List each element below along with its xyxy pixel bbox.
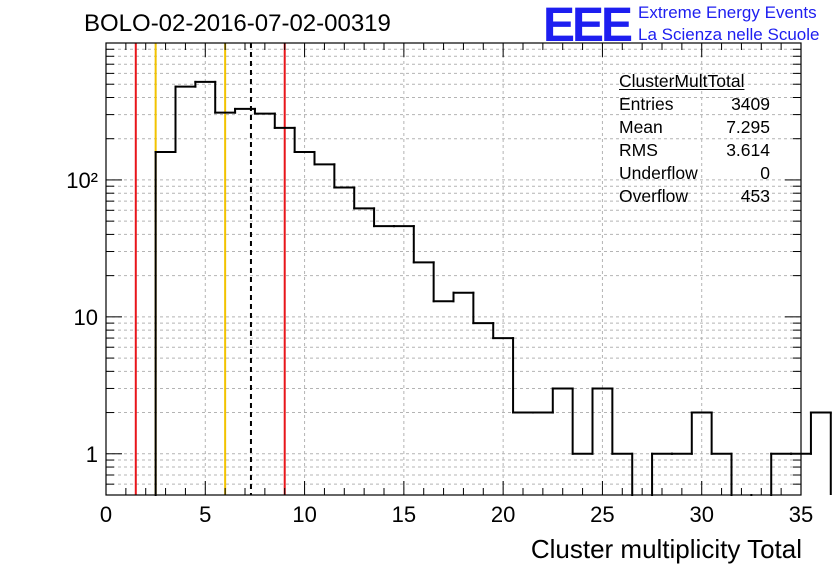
x-tick-label: 20 [491,502,515,527]
x-tick-label: 25 [590,502,614,527]
x-tick-label: 0 [100,502,112,527]
stats-underflow-value: 0 [760,163,770,183]
grid [105,43,802,495]
x-axis-label: Cluster multiplicity Total [530,534,802,564]
stats-mean-label: Mean [619,117,663,137]
x-tick-label: 30 [689,502,713,527]
y-tick-label: 10 [74,305,98,330]
stats-box-title: ClusterMultTotal [619,71,745,91]
stats-mean-value: 7.295 [726,117,770,137]
stats-entries-value: 3409 [731,94,770,114]
stats-overflow-label: Overflow [619,186,689,206]
eee-logo-line2: La Scienza nelle Scuole [638,25,820,44]
stats-rms-label: RMS [619,140,658,160]
eee-logo-line1: Extreme Energy Events [638,3,817,22]
chart-title: BOLO-02-2016-07-02-00319 [84,10,391,37]
x-tick-label: 15 [392,502,416,527]
x-tick-label: 5 [199,502,211,527]
axes: 0 5 10 15 20 25 30 35 1 10 10² [66,42,813,527]
x-tick-label: 10 [292,502,316,527]
histogram-series [154,80,832,496]
stats-overflow-value: 453 [740,186,770,206]
stats-rms-value: 3.614 [726,140,770,160]
stats-entries-label: Entries [619,94,674,114]
marker-lines [134,43,286,495]
eee-logo: EEE [543,0,633,52]
stats-underflow-label: Underflow [619,163,698,183]
x-tick-label: 35 [789,502,813,527]
y-tick-label: 10² [66,168,98,193]
y-tick-label: 1 [86,442,98,467]
plot-frame [105,42,802,496]
